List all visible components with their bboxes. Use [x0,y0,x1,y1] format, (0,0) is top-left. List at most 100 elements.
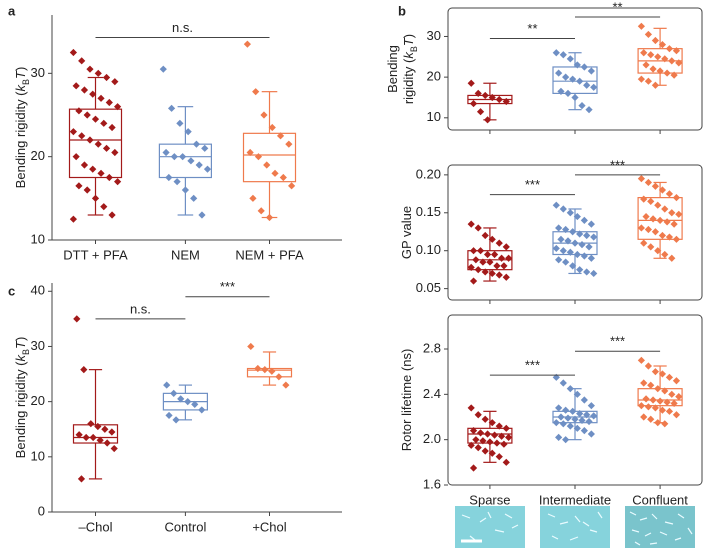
data-point [585,106,593,114]
data-point [656,397,664,405]
data-point [481,415,489,423]
box [72,424,119,444]
data-point [481,268,489,276]
data-point [640,239,648,247]
y-axis-label-part: Bending rigidity ( [13,361,28,458]
data-point [651,182,660,190]
data-point [637,402,645,410]
y-axis-label: Rotor lifetime (ns) [399,349,414,452]
significance-label: *** [610,157,625,172]
data-point [102,144,111,152]
data-point [559,51,567,59]
data-point [557,235,565,243]
data-point [654,247,662,255]
data-point [476,108,485,116]
data-point [580,63,588,71]
data-point [647,381,655,389]
data-point [246,148,254,157]
data-point [658,370,667,378]
data-point [580,252,588,260]
data-point [261,366,269,374]
data-point [69,48,77,57]
data-point [672,377,681,385]
data-point [573,424,581,432]
data-point [195,161,203,169]
data-point [108,211,116,219]
data-point [640,413,648,421]
y-tick-label: 20 [427,69,441,84]
data-point [663,69,671,77]
plot-frame [447,7,703,131]
data-point [100,119,108,127]
data-point [111,78,119,86]
data-point [184,398,192,406]
data-point [587,254,595,262]
data-point [97,94,105,102]
data-point [170,153,178,161]
data-point [587,402,595,410]
data-point [590,233,598,241]
data-point [165,411,173,420]
y-tick-label: 20 [31,393,45,408]
data-point [665,373,674,381]
data-point [260,111,268,119]
x-tick-label: Sparse [469,492,510,507]
data-point [559,247,567,255]
x-tick-label: Confluent [632,492,688,507]
data-point [557,413,565,421]
data-point [573,250,581,259]
data-point [91,115,100,123]
panel-label: b [398,3,406,18]
data-point [82,433,90,442]
data-point [562,73,570,81]
box [242,132,297,183]
data-point [573,390,581,398]
data-point [658,186,667,194]
significance-label: *** [220,279,235,294]
data-point [654,201,662,209]
significance-label: ** [527,21,537,36]
data-point [472,436,480,444]
data-point [167,104,176,112]
data-point [271,169,279,177]
data-point [179,153,187,161]
data-point [555,404,563,412]
y-axis-label-part: T [401,37,416,46]
data-point [564,237,572,245]
data-point [649,396,657,404]
x-tick-label: NEM + PFA [235,247,304,262]
data-point [159,65,167,73]
y-axis-label-part: k [401,51,416,59]
data-point [578,102,586,110]
y-axis-label-part: k [13,353,28,361]
cell-image [625,506,695,548]
data-point [80,86,89,94]
data-point [661,250,669,259]
y-tick-label: 10 [31,231,45,246]
data-point [580,396,588,404]
data-point [78,132,86,140]
y-axis-label-part: Rotor lifetime (ns) [399,349,414,452]
data-point [555,433,563,441]
data-point [670,399,678,407]
y-axis-label-part: T [13,70,28,79]
data-point [469,247,478,255]
data-point [469,277,478,285]
data-point [580,427,588,435]
data-point [282,381,290,389]
data-point [654,419,662,427]
data-point [583,268,591,276]
box [158,143,212,179]
data-point [479,437,487,445]
box [246,367,293,378]
y-axis-label-part: Bending [385,45,400,93]
cell-images [455,506,695,548]
data-point [96,436,104,444]
data-point [578,241,586,249]
data-point [474,444,482,452]
data-point [497,254,506,262]
data-point [502,97,510,106]
data-point [493,262,501,270]
data-point [75,431,83,439]
data-point [483,116,492,124]
